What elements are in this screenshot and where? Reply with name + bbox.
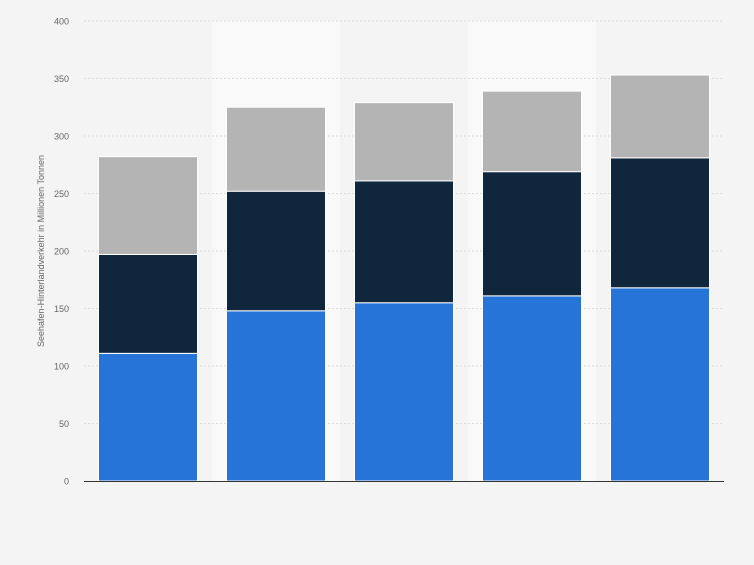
bar-segment[interactable] xyxy=(98,253,198,354)
bar-segment[interactable] xyxy=(354,102,454,182)
y-tick-label: 50 xyxy=(59,419,69,429)
bar-segment[interactable] xyxy=(610,74,710,159)
y-axis-label: Seehafen-Hinterlandverkehr in Millionen … xyxy=(36,155,46,347)
y-tick-label: 200 xyxy=(54,247,69,257)
bar-segment[interactable] xyxy=(226,190,326,312)
y-tick-label: 300 xyxy=(54,132,69,142)
y-axis-ticks: 0 50 100 150 200 250 300 350 400 xyxy=(54,17,69,487)
bar-segment[interactable] xyxy=(98,156,198,255)
y-tick-label: 0 xyxy=(64,477,69,487)
y-tick-label: 250 xyxy=(54,189,69,199)
bar-segment[interactable] xyxy=(482,90,582,173)
bar-segment[interactable] xyxy=(226,106,326,192)
y-tick-label: 100 xyxy=(54,362,69,372)
y-tick-label: 400 xyxy=(54,17,69,27)
bars xyxy=(98,74,710,482)
bar-segment[interactable] xyxy=(482,171,582,297)
bar-segment[interactable] xyxy=(610,157,710,289)
bar-segment[interactable] xyxy=(354,180,454,304)
bar-segment[interactable] xyxy=(226,310,326,482)
y-tick-label: 150 xyxy=(54,304,69,314)
y-tick-label: 350 xyxy=(54,74,69,84)
bar-segment[interactable] xyxy=(354,302,454,482)
bar-segment[interactable] xyxy=(482,295,582,482)
bar-segment[interactable] xyxy=(610,287,710,482)
bar-segment[interactable] xyxy=(98,352,198,482)
